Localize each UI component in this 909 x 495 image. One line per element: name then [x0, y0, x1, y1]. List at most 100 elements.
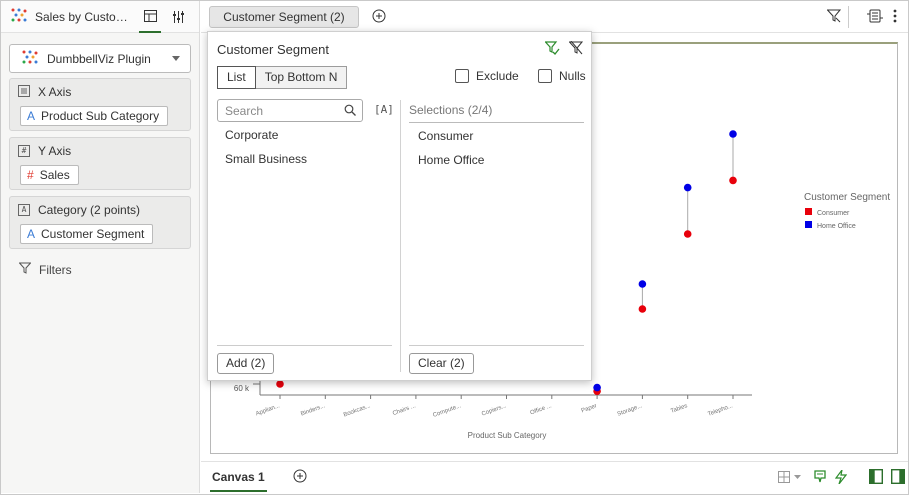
add-filter-icon[interactable]: [372, 9, 386, 26]
y-axis-label: Y Axis: [38, 144, 72, 158]
right-footer-divider: [409, 345, 584, 346]
tab-canvas-1[interactable]: Canvas 1: [210, 462, 267, 492]
sliders-icon: [172, 10, 184, 23]
customer-segment-filter-pill[interactable]: Customer Segment (2): [209, 6, 359, 28]
left-panel: Sales by Custome... DumbbellViz Plugin X…: [1, 1, 200, 493]
legend-title: Customer Segment: [804, 192, 890, 203]
list-item-corporate[interactable]: Corporate: [225, 128, 279, 142]
filters-section[interactable]: Filters: [18, 262, 72, 277]
category-well[interactable]: A Category (2 points) A Customer Segment: [9, 196, 191, 249]
plugin-dots-icon: [22, 50, 38, 67]
clear-filter-icon[interactable]: [568, 40, 584, 58]
selection-item-home-office[interactable]: Home Office: [418, 153, 485, 167]
attribute-a-icon: A: [27, 227, 36, 241]
dumbbell-chart: Applian... Binders... Bookcas... Chairs ...…: [234, 130, 890, 440]
x-tick-label: Tables: [670, 403, 688, 415]
data-point-consumer: [729, 176, 737, 185]
y-axis-pill[interactable]: # Sales: [20, 165, 79, 185]
legend-label-consumer: Consumer: [817, 210, 850, 217]
toolbar-divider: [848, 6, 849, 28]
data-panel-icon: [143, 9, 157, 22]
left-panel-header: Sales by Custome...: [1, 1, 199, 33]
a-box-icon: A: [18, 204, 30, 216]
x-tick-label: Chairs ...: [392, 403, 417, 417]
x-tick-label: Office ...: [530, 403, 553, 416]
exclude-checkbox-box[interactable]: [455, 69, 469, 83]
insights-icon[interactable]: [813, 470, 827, 487]
data-panel-tab[interactable]: [139, 1, 161, 33]
attribute-a-icon: A: [27, 109, 36, 123]
add-button[interactable]: Add (2): [217, 353, 275, 374]
x-tick-label: Storage...: [617, 403, 644, 418]
panel-left-icon[interactable]: [868, 468, 884, 487]
x-axis-label: X Axis: [38, 85, 72, 99]
x-tick-label: Applian...: [255, 403, 281, 417]
filter-popup: Customer Segment List Top Bottom N Exclu…: [207, 31, 592, 381]
y-axis-pill-label: Sales: [39, 168, 70, 182]
nulls-label: Nulls: [559, 69, 586, 83]
lightning-icon[interactable]: [834, 469, 848, 487]
x-tick-label: Paper: [581, 403, 598, 414]
column-divider: [400, 100, 401, 372]
plugin-label: DumbbellViz Plugin: [47, 51, 151, 66]
x-axis-title: Product Sub Category: [468, 431, 547, 440]
filter-bar: Customer Segment (2): [201, 1, 908, 33]
visualization-type-dropdown[interactable]: DumbbellViz Plugin: [9, 44, 191, 73]
layout-grid-icon[interactable]: [778, 471, 802, 486]
exclude-label: Exclude: [476, 69, 519, 83]
tab-list[interactable]: List: [217, 66, 256, 89]
match-case-button[interactable]: [A]: [374, 103, 394, 116]
data-actions-icon[interactable]: [867, 9, 883, 26]
apply-filter-icon[interactable]: [544, 41, 560, 59]
exclude-checkbox[interactable]: Exclude: [455, 69, 519, 83]
search-icon: [344, 104, 356, 119]
properties-panel-tab[interactable]: [167, 1, 189, 33]
workbook-title: Sales by Custome...: [35, 9, 133, 24]
x-axis-well[interactable]: X Axis A Product Sub Category: [9, 78, 191, 131]
popup-title: Customer Segment: [217, 42, 329, 57]
x-axis-pill[interactable]: A Product Sub Category: [20, 106, 169, 126]
measure-hash-icon: #: [27, 168, 34, 182]
nulls-checkbox[interactable]: Nulls: [538, 69, 586, 83]
data-point-home-office: [683, 183, 692, 192]
legend-swatch-consumer: [805, 208, 812, 215]
list-item-small-business[interactable]: Small Business: [225, 152, 308, 166]
x-tick-label: Telepho...: [707, 403, 734, 418]
add-canvas-icon[interactable]: [293, 469, 307, 486]
category-label: Category (2 points): [38, 203, 141, 217]
data-point-consumer: [638, 305, 647, 313]
nulls-checkbox-box[interactable]: [538, 69, 552, 83]
selection-item-consumer[interactable]: Consumer: [418, 129, 474, 143]
data-point-consumer: [276, 380, 284, 388]
more-options-icon[interactable]: [893, 9, 897, 26]
chevron-down-icon: [172, 56, 180, 61]
data-point-home-office: [593, 383, 601, 392]
filters-label: Filters: [39, 262, 72, 277]
x-axis-pill-label: Product Sub Category: [41, 109, 160, 123]
y-tick-label: 60 k: [234, 384, 250, 393]
legend-swatch-home-office: [805, 221, 812, 228]
data-point-consumer: [683, 230, 692, 238]
y-axis-well[interactable]: # Y Axis # Sales: [9, 137, 191, 190]
left-footer-divider: [217, 345, 392, 346]
plugin-logo-icon: [11, 8, 27, 25]
data-point-home-office: [638, 280, 647, 288]
filter-mode-toggle: List Top Bottom N: [217, 66, 348, 89]
x-tick-label: Compute...: [432, 403, 462, 419]
tab-top-bottom-n[interactable]: Top Bottom N: [255, 66, 348, 89]
clear-button[interactable]: Clear (2): [409, 353, 474, 374]
category-pill[interactable]: A Customer Segment: [20, 224, 154, 244]
canvas-tabs-bar: Canvas 1: [201, 461, 908, 493]
panel-right-icon[interactable]: [890, 468, 906, 487]
x-tick-label: Copiers...: [481, 403, 507, 418]
selections-header: Selections (2/4): [409, 103, 493, 117]
text-columns-icon: [18, 84, 30, 100]
data-point-home-office: [729, 130, 737, 138]
x-tick-label: Binders...: [300, 403, 326, 417]
category-pill-label: Customer Segment: [41, 227, 145, 241]
search-input[interactable]: [218, 100, 338, 121]
legend-label-home-office: Home Office: [817, 223, 856, 230]
search-field[interactable]: [217, 99, 363, 122]
filter-options-icon[interactable]: [826, 9, 842, 26]
hash-box-icon: #: [18, 145, 30, 157]
